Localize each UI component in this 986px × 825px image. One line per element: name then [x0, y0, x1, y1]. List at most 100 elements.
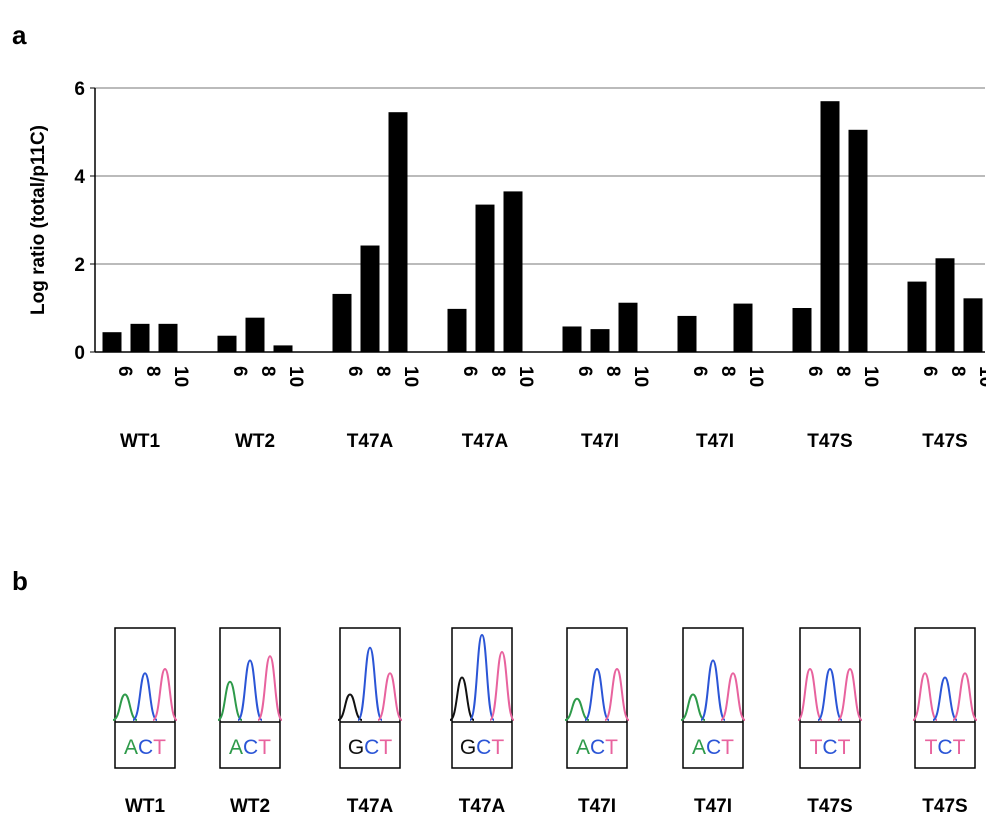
- x-tick-label: 6: [459, 366, 480, 377]
- x-tick-label: 8: [142, 366, 163, 377]
- base: T: [491, 736, 504, 759]
- base-sequence: GCT: [460, 736, 505, 759]
- group-label: T47I: [581, 431, 619, 452]
- base: T: [153, 736, 166, 759]
- trace-label: T47S: [922, 796, 967, 817]
- x-tick-label: 6: [344, 366, 365, 377]
- y-tick-label: 0: [74, 343, 85, 364]
- base-sequence: GCT: [348, 736, 393, 759]
- bar: [333, 294, 352, 352]
- bar: [563, 326, 582, 352]
- group-label: T47A: [347, 431, 394, 452]
- x-tick-label: 10: [285, 366, 306, 387]
- base: C: [476, 736, 491, 759]
- x-tick-label: 8: [602, 366, 623, 377]
- base: C: [937, 736, 952, 759]
- y-tick-label: 4: [74, 167, 85, 188]
- base-sequence: ACT: [692, 736, 734, 759]
- group-label: T47S: [922, 431, 967, 452]
- x-tick-label: 6: [574, 366, 595, 377]
- x-tick-label: 6: [229, 366, 250, 377]
- base: C: [243, 736, 258, 759]
- bar: [619, 303, 638, 352]
- bar: [908, 282, 927, 352]
- bar: [504, 191, 523, 352]
- bar: [448, 309, 467, 352]
- base: C: [590, 736, 605, 759]
- x-tick-label: 8: [947, 366, 968, 377]
- trace-label: WT1: [125, 796, 166, 817]
- y-tick-label: 6: [74, 79, 85, 100]
- bar: [734, 304, 753, 352]
- trace-label: T47S: [807, 796, 852, 817]
- x-tick-label: 8: [257, 366, 278, 377]
- base: T: [953, 736, 966, 759]
- bar: [678, 316, 697, 352]
- bar: [246, 318, 265, 352]
- base: A: [229, 736, 243, 759]
- bar: [218, 336, 237, 352]
- base: A: [576, 736, 590, 759]
- x-tick-label: 10: [400, 366, 421, 387]
- base: A: [692, 736, 706, 759]
- bar: [103, 332, 122, 352]
- group-label: T47A: [462, 431, 509, 452]
- bar: [361, 246, 380, 352]
- bar: [964, 298, 983, 352]
- trace-label: WT2: [230, 796, 270, 817]
- base-sequence: ACT: [576, 736, 618, 759]
- x-tick-label: 6: [804, 366, 825, 377]
- base: C: [822, 736, 837, 759]
- bar: [131, 324, 150, 352]
- bar: [159, 324, 178, 352]
- group-label: T47I: [696, 431, 734, 452]
- base-sequence: TCT: [810, 736, 851, 759]
- trace-label: T47I: [578, 796, 616, 817]
- base: T: [810, 736, 823, 759]
- x-tick-label: 10: [975, 366, 986, 387]
- bar: [476, 205, 495, 352]
- bar: [274, 345, 293, 352]
- base: T: [925, 736, 938, 759]
- group-label: WT1: [120, 431, 161, 452]
- x-tick-label: 10: [515, 366, 536, 387]
- base: T: [379, 736, 392, 759]
- x-tick-label: 6: [689, 366, 710, 377]
- base: C: [138, 736, 153, 759]
- bar: [849, 130, 868, 352]
- y-tick-label: 2: [74, 255, 85, 276]
- x-tick-label: 10: [745, 366, 766, 387]
- group-label: WT2: [235, 431, 275, 452]
- base: T: [605, 736, 618, 759]
- base: A: [124, 736, 138, 759]
- x-tick-label: 8: [372, 366, 393, 377]
- base-sequence: TCT: [925, 736, 966, 759]
- x-tick-label: 10: [630, 366, 651, 387]
- panel-label: a: [12, 20, 27, 50]
- x-tick-label: 8: [832, 366, 853, 377]
- base-sequence: ACT: [124, 736, 166, 759]
- panel-label: b: [12, 566, 28, 596]
- trace-label: T47A: [459, 796, 506, 817]
- trace-label: T47A: [347, 796, 394, 817]
- base: C: [706, 736, 721, 759]
- x-tick-label: 8: [717, 366, 738, 377]
- x-tick-label: 10: [170, 366, 191, 387]
- group-label: T47S: [807, 431, 852, 452]
- bar: [389, 112, 408, 352]
- figure: a b Log ratio (total/p11C) 02466810WT168…: [0, 0, 986, 820]
- base-sequence: ACT: [229, 736, 271, 759]
- x-tick-label: 6: [114, 366, 135, 377]
- base: T: [258, 736, 271, 759]
- y-axis-label: Log ratio (total/p11C): [28, 125, 49, 315]
- x-tick-label: 10: [860, 366, 881, 387]
- bar: [793, 308, 812, 352]
- bar: [591, 329, 610, 352]
- bar: [821, 101, 840, 352]
- base: T: [838, 736, 851, 759]
- trace-label: T47I: [694, 796, 732, 817]
- x-tick-label: 6: [919, 366, 940, 377]
- base: G: [348, 736, 364, 759]
- x-tick-label: 8: [487, 366, 508, 377]
- base: G: [460, 736, 476, 759]
